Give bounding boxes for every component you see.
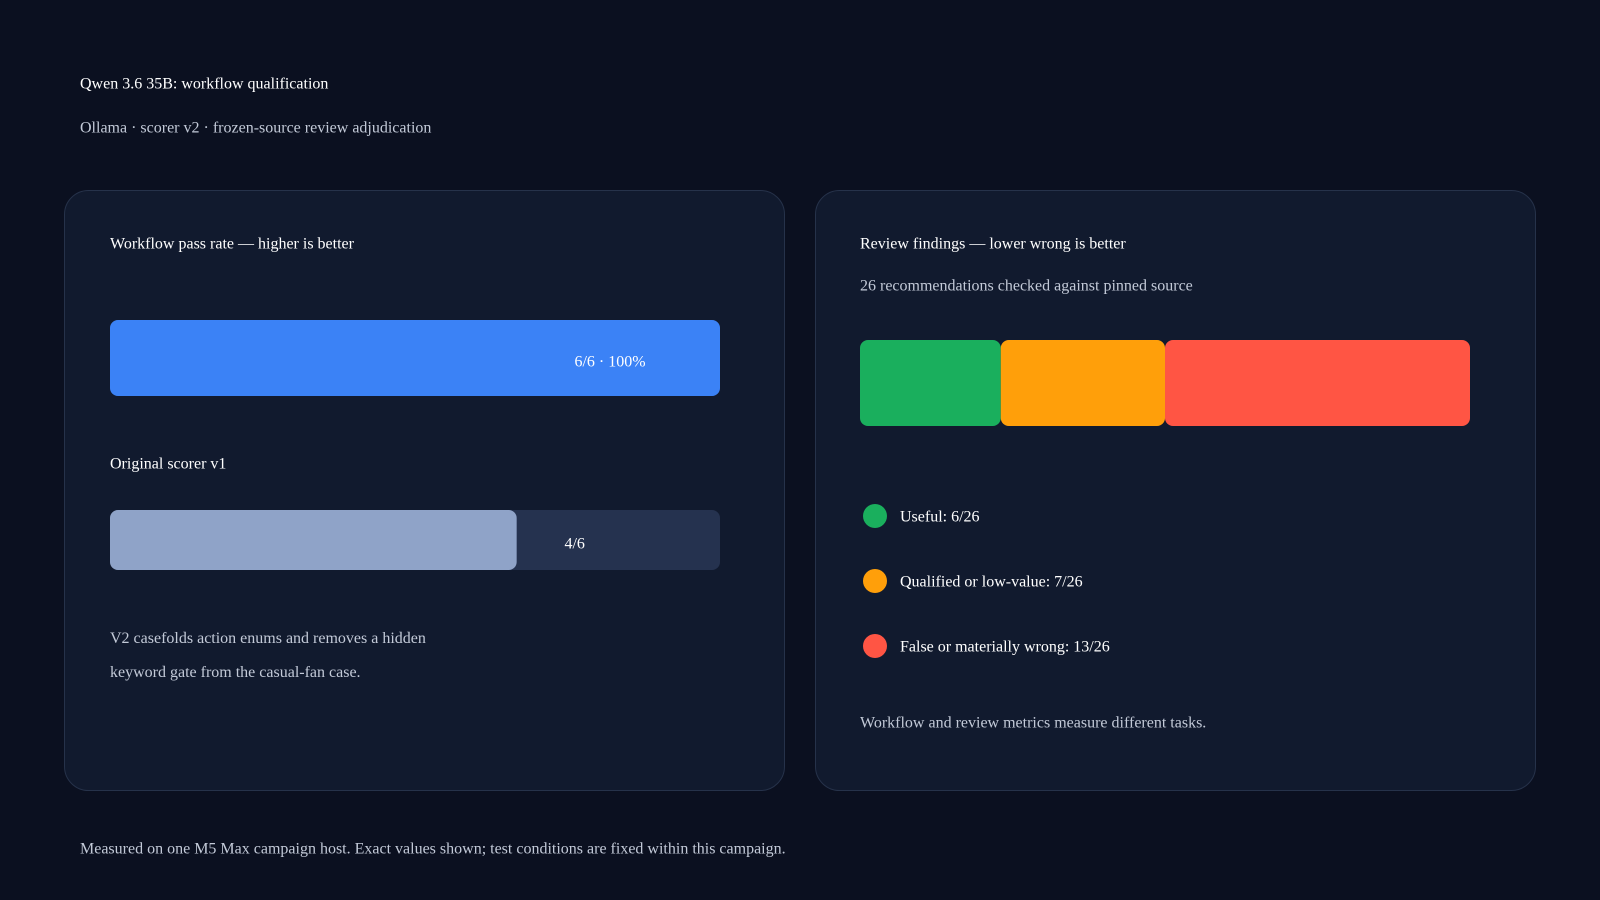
- value-label: 6/6 · 100%: [574, 354, 645, 371]
- bar-segment: [1165, 340, 1470, 426]
- card-title: Workflow pass rate — higher is better: [110, 236, 355, 253]
- card-subtitle: 26 recommendations checked against pinne…: [860, 278, 1193, 295]
- page-title: Qwen 3.6 35B: workflow qualification: [80, 76, 328, 93]
- bar-segment: [1000, 340, 1165, 426]
- note-box: V2 casefolds action enums and removes a …: [110, 630, 426, 681]
- footer: Measured on one M5 Max campaign host. Ex…: [80, 841, 786, 858]
- legend-label: Useful: 6/26: [900, 509, 980, 526]
- bar-label: Original scorer v1: [110, 456, 226, 473]
- page-subtitle: Ollama · scorer v2 · frozen-source revie…: [80, 120, 431, 137]
- legend-swatch: [863, 504, 887, 528]
- bar: [110, 320, 720, 396]
- card-note: V2 casefolds action enums and removes a …: [110, 630, 426, 681]
- legend-label: False or materially wrong: 13/26: [900, 639, 1110, 656]
- card-title: Review findings — lower wrong is better: [860, 236, 1126, 253]
- bar-segment: [860, 340, 1001, 426]
- value-label: 4/6: [564, 536, 584, 553]
- bar: [110, 510, 517, 570]
- legend-label: Qualified or low-value: 7/26: [900, 574, 1083, 591]
- card-note: Workflow and review metrics measure diff…: [860, 715, 1206, 732]
- legend-swatch: [863, 634, 887, 658]
- legend-swatch: [863, 569, 887, 593]
